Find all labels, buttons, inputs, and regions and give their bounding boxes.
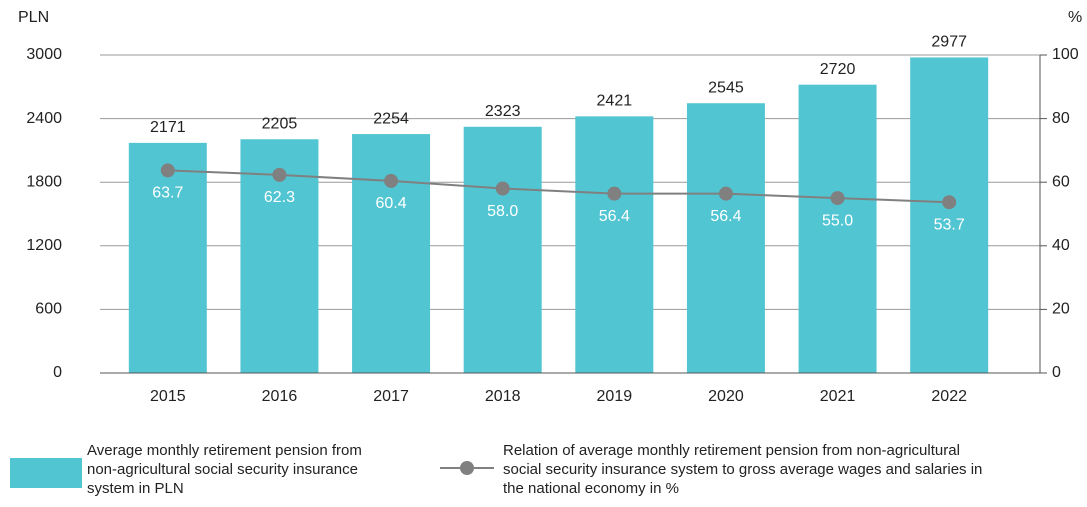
line-value-label: 55.0 xyxy=(822,212,853,229)
bar xyxy=(352,134,431,373)
line-marker xyxy=(830,191,845,206)
y-axis-label: PLN xyxy=(18,9,49,26)
x-tick-label: 2018 xyxy=(485,388,521,405)
bar xyxy=(686,103,765,373)
line-marker xyxy=(160,163,175,178)
x-tick-label: 2017 xyxy=(373,388,409,405)
x-tick-label: 2019 xyxy=(597,388,633,405)
line-marker xyxy=(384,173,399,188)
line-value-label: 58.0 xyxy=(487,203,518,220)
y2-tick-label: 60 xyxy=(1052,173,1070,190)
line-value-label: 56.4 xyxy=(710,208,741,225)
line-marker xyxy=(942,195,957,210)
bar-value-label: 2720 xyxy=(820,61,856,78)
line-marker xyxy=(607,186,622,201)
bar-value-label: 2545 xyxy=(708,79,744,96)
bar xyxy=(910,57,989,374)
y-tick-label: 1200 xyxy=(26,237,62,254)
y-tick-label: 1800 xyxy=(26,173,62,190)
line-value-label: 63.7 xyxy=(152,185,183,202)
bar xyxy=(463,126,542,374)
bar xyxy=(575,116,654,374)
y-tick-label: 600 xyxy=(35,301,62,318)
x-tick-label: 2022 xyxy=(931,388,967,405)
y-tick-label: 2400 xyxy=(26,110,62,127)
bar xyxy=(798,84,877,374)
line-marker xyxy=(718,186,733,201)
y2-tick-label: 0 xyxy=(1052,364,1061,381)
legend-entry: Relation of average monthly retirement p… xyxy=(503,442,983,497)
line-value-label: 53.7 xyxy=(934,216,965,233)
legend-entry: Average monthly retirement pension from … xyxy=(87,442,362,497)
line-marker xyxy=(495,181,510,196)
line xyxy=(167,169,950,204)
y2-tick-label: 80 xyxy=(1052,110,1070,127)
legend-swatch-marker xyxy=(460,461,474,475)
line-value-label: 62.3 xyxy=(264,189,295,206)
x-tick-label: 2015 xyxy=(150,388,186,405)
line-marker xyxy=(272,167,287,182)
chart: PLN % 0 600 1200 1800 2400 3000 0 20 40 60 80 100 20… xyxy=(18,9,1082,405)
x-tick-label: 2016 xyxy=(262,388,298,405)
bar-value-label: 2977 xyxy=(931,34,967,51)
bar-value-label: 2323 xyxy=(485,103,521,120)
x-tick-label: 2021 xyxy=(820,388,856,405)
y-tick-label: 3000 xyxy=(26,46,62,63)
line-value-label: 56.4 xyxy=(599,208,630,225)
legend-swatch-bar xyxy=(10,458,82,488)
y-tick-label: 0 xyxy=(53,364,62,381)
bar-value-label: 2205 xyxy=(262,115,298,132)
y2-tick-label: 40 xyxy=(1052,237,1070,254)
y2-tick-label: 20 xyxy=(1052,301,1070,318)
x-tick-label: 2020 xyxy=(708,388,744,405)
y2-axis-label: % xyxy=(1068,9,1082,26)
bar xyxy=(128,142,207,373)
bar-value-label: 2254 xyxy=(373,110,409,127)
bar-value-label: 2421 xyxy=(597,93,633,110)
y2-tick-label: 100 xyxy=(1052,46,1079,63)
bar-value-label: 2171 xyxy=(150,119,186,136)
line-value-label: 60.4 xyxy=(375,195,406,212)
